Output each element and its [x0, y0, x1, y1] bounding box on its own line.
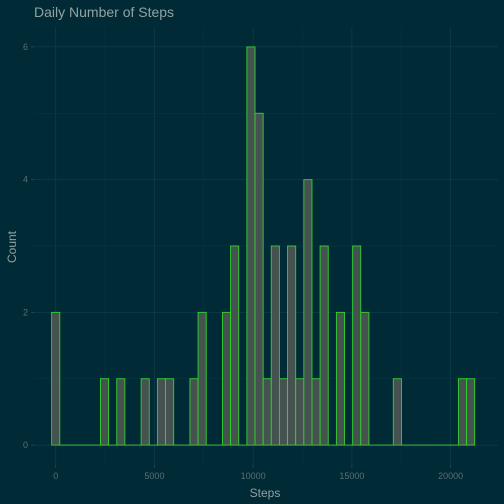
x-tick-label: 0 [53, 471, 58, 481]
x-tick-label: 10000 [241, 471, 266, 481]
histogram-bar [140, 378, 150, 446]
histogram-bar [278, 378, 289, 446]
y-tick-label: 2 [23, 307, 28, 317]
histogram-bar [246, 46, 256, 446]
histogram-bar [360, 311, 370, 446]
histogram-bar [230, 245, 240, 446]
histogram-bar [197, 311, 207, 446]
histogram-bar [51, 311, 61, 446]
x-axis-title: Steps [250, 486, 281, 500]
histogram-bar [392, 378, 402, 446]
histogram-bar [262, 378, 272, 446]
x-tick-label: 15000 [339, 471, 364, 481]
histogram-bar [311, 378, 321, 446]
histogram-bar [319, 245, 329, 446]
histogram-bar [156, 378, 166, 446]
y-tick-label: 4 [23, 175, 28, 185]
histogram-bar [335, 311, 345, 446]
histogram-bar [100, 378, 110, 446]
histogram-bar [295, 378, 305, 446]
y-axis-title: Count [5, 230, 19, 263]
histogram-bar [287, 245, 297, 446]
histogram-bar [165, 378, 175, 446]
histogram-bar [222, 311, 232, 446]
histogram-bar [303, 179, 313, 446]
histogram-bar [352, 245, 362, 446]
x-tick-label: 20000 [438, 471, 463, 481]
y-axis: 0 2 4 6 [23, 42, 34, 450]
histogram-bar [254, 112, 264, 446]
histogram-bar [116, 378, 126, 446]
x-axis: 0 5000 10000 15000 20000 [53, 465, 463, 481]
histogram-bar [189, 378, 199, 446]
histogram-bar [466, 378, 476, 446]
histogram-bar [270, 245, 280, 446]
chart-title: Daily Number of Steps [34, 4, 174, 20]
bars [51, 46, 476, 446]
y-tick-label: 0 [23, 440, 28, 450]
x-tick-label: 5000 [144, 471, 164, 481]
histogram-bar [457, 378, 467, 446]
y-tick-label: 6 [23, 42, 28, 52]
